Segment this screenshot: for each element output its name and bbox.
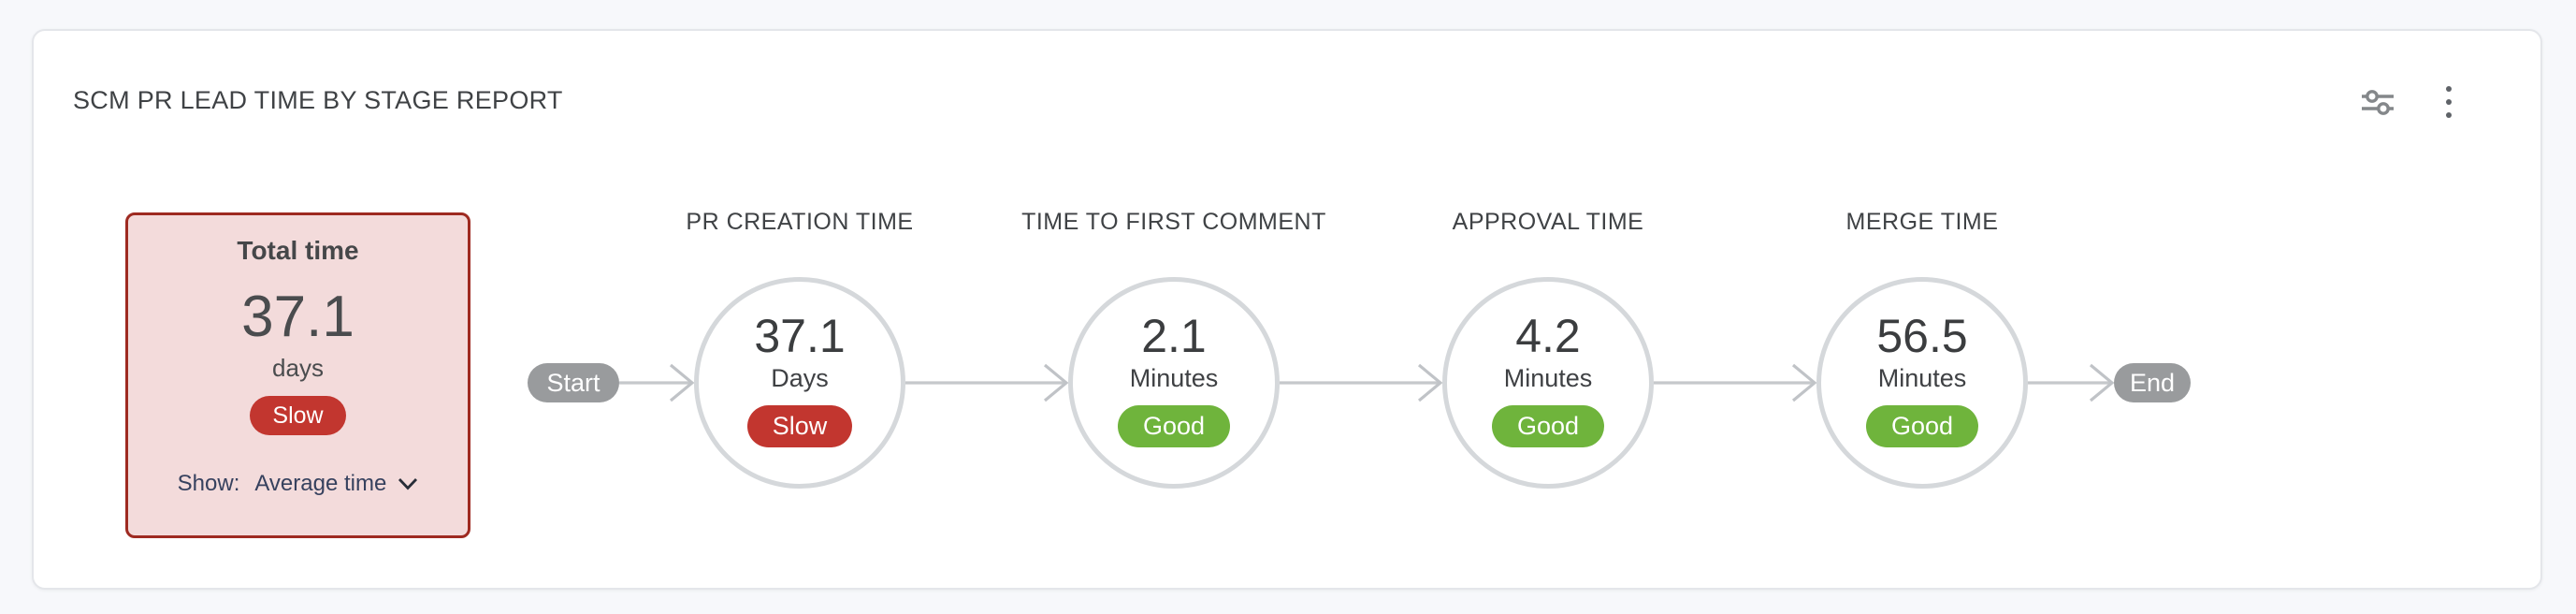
show-row: Show: Average time bbox=[178, 471, 419, 497]
stage-node-content: 4.2 Minutes Good bbox=[1491, 309, 1605, 447]
show-metric-dropdown[interactable]: Average time bbox=[254, 471, 418, 497]
flow-connector-arrow bbox=[905, 363, 1068, 402]
stage-unit: Minutes bbox=[1877, 363, 1967, 392]
stage-label-approval-time: APPROVAL TIME bbox=[1452, 209, 1644, 235]
show-label: Show: bbox=[177, 471, 240, 496]
sliders-filter-icon bbox=[2361, 88, 2395, 116]
total-time-panel: Total time 37.1 days Slow Show: Average … bbox=[125, 212, 470, 538]
stage-unit: Minutes bbox=[1129, 363, 1219, 392]
stage-status-badge: Slow bbox=[746, 404, 853, 447]
more-options-button[interactable] bbox=[2424, 78, 2473, 126]
total-status-badge: Slow bbox=[250, 396, 346, 435]
stage-node-merge-time[interactable]: 56.5 Minutes Good bbox=[1816, 277, 2028, 489]
report-title: SCM PR LEAD TIME BY STAGE REPORT bbox=[73, 86, 563, 114]
show-metric-value: Average time bbox=[254, 471, 387, 496]
total-time-title: Total time bbox=[237, 236, 359, 265]
stage-unit: Minutes bbox=[1503, 363, 1593, 392]
flow-connector-arrow bbox=[619, 363, 694, 402]
flow-connector-arrow bbox=[1280, 363, 1442, 402]
stage-value: 4.2 bbox=[1515, 309, 1581, 362]
stage-status-badge: Good bbox=[1491, 404, 1605, 447]
filter-settings-button[interactable] bbox=[2353, 78, 2402, 126]
stage-node-approval-time[interactable]: 4.2 Minutes Good bbox=[1442, 277, 1654, 489]
stage-label-merge-time: MERGE TIME bbox=[1845, 209, 1999, 235]
stage-node-content: 37.1 Days Slow bbox=[746, 309, 853, 447]
stage-value: 56.5 bbox=[1876, 309, 1968, 362]
total-time-unit: days bbox=[272, 354, 324, 382]
stage-node-pr-creation-time[interactable]: 37.1 Days Slow bbox=[694, 277, 905, 489]
stage-label-pr-creation-time: PR CREATION TIME bbox=[686, 209, 914, 235]
card-header-actions bbox=[2353, 78, 2473, 126]
stage-status-badge: Good bbox=[1865, 404, 1979, 447]
flow-connector-arrow bbox=[2028, 363, 2114, 402]
stage-value: 37.1 bbox=[754, 309, 846, 362]
stage-status-badge: Good bbox=[1117, 404, 1231, 447]
stage-node-content: 2.1 Minutes Good bbox=[1117, 309, 1231, 447]
stage-value: 2.1 bbox=[1141, 309, 1207, 362]
flow-end-pill: End bbox=[2114, 363, 2191, 402]
stage-node-time-to-first-comment[interactable]: 2.1 Minutes Good bbox=[1068, 277, 1280, 489]
stage-label-time-to-first-comment: TIME TO FIRST COMMENT bbox=[1021, 209, 1326, 235]
flow-start-pill: Start bbox=[528, 363, 619, 402]
chevron-down-icon bbox=[398, 477, 418, 490]
total-time-value: 37.1 bbox=[241, 285, 355, 349]
stage-unit: Days bbox=[771, 363, 829, 392]
kebab-menu-icon bbox=[2443, 84, 2454, 120]
stage-node-content: 56.5 Minutes Good bbox=[1865, 309, 1979, 447]
report-card: SCM PR LEAD TIME BY STAGE REPORT bbox=[32, 29, 2542, 590]
flow-connector-arrow bbox=[1654, 363, 1816, 402]
